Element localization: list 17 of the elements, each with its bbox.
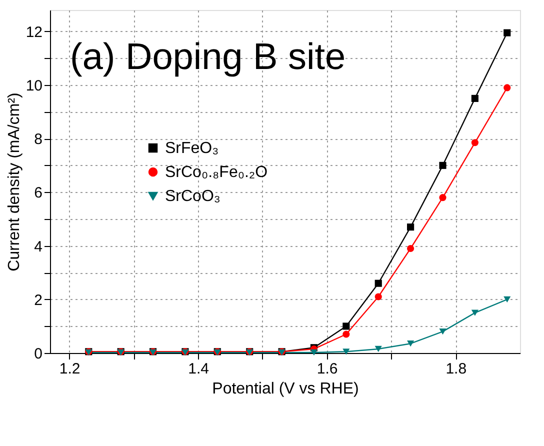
x-axis-title: Potential (V vs RHE) bbox=[212, 380, 359, 398]
legend-label: SrCoO₃ bbox=[165, 188, 220, 205]
y-tick-label: 6 bbox=[34, 184, 42, 202]
annotation: (a) Doping B site bbox=[70, 36, 346, 77]
y-tick-label: 8 bbox=[34, 131, 42, 148]
x-tick-label: 1.6 bbox=[316, 360, 338, 378]
x-tick-label: 1.8 bbox=[446, 360, 467, 378]
x-tick-label: 1.4 bbox=[188, 360, 210, 378]
legend-label: SrFeO₃ bbox=[165, 140, 219, 157]
y-tick-label: 0 bbox=[34, 346, 42, 362]
y-tick-label: 12 bbox=[26, 24, 42, 41]
x-tick-label: 1.2 bbox=[59, 360, 80, 378]
y-tick-label: 4 bbox=[34, 238, 42, 256]
y-tick-label: 2 bbox=[34, 292, 42, 309]
y-tick-label: 10 bbox=[26, 78, 42, 95]
y-axis-title: Current density (mA/cm²) bbox=[6, 92, 23, 272]
legend-label: SrCo₀.₈Fe₀.₂O bbox=[165, 164, 268, 181]
